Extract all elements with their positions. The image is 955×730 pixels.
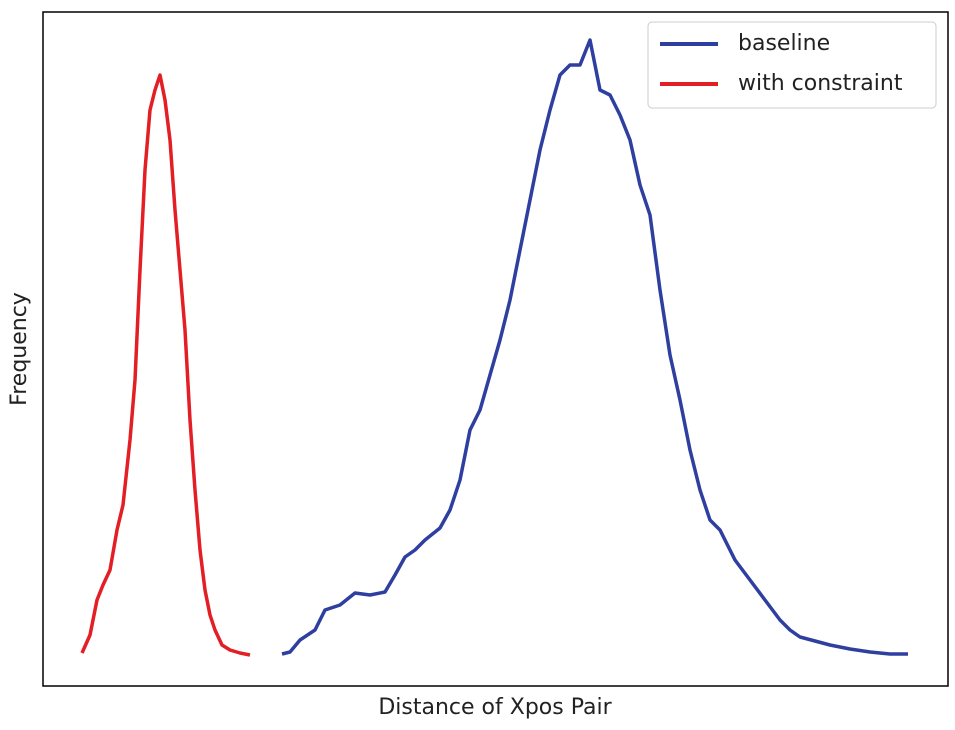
y-axis-label: Frequency <box>7 292 32 406</box>
legend-box <box>647 21 937 109</box>
legend-label: baseline <box>738 31 830 56</box>
data-line <box>281 38 908 656</box>
plot-frame <box>42 11 949 687</box>
data-line <box>80 73 251 657</box>
legend-label: with constraint <box>738 71 903 96</box>
x-axis-label: Distance of Xpos Pair <box>378 695 612 720</box>
